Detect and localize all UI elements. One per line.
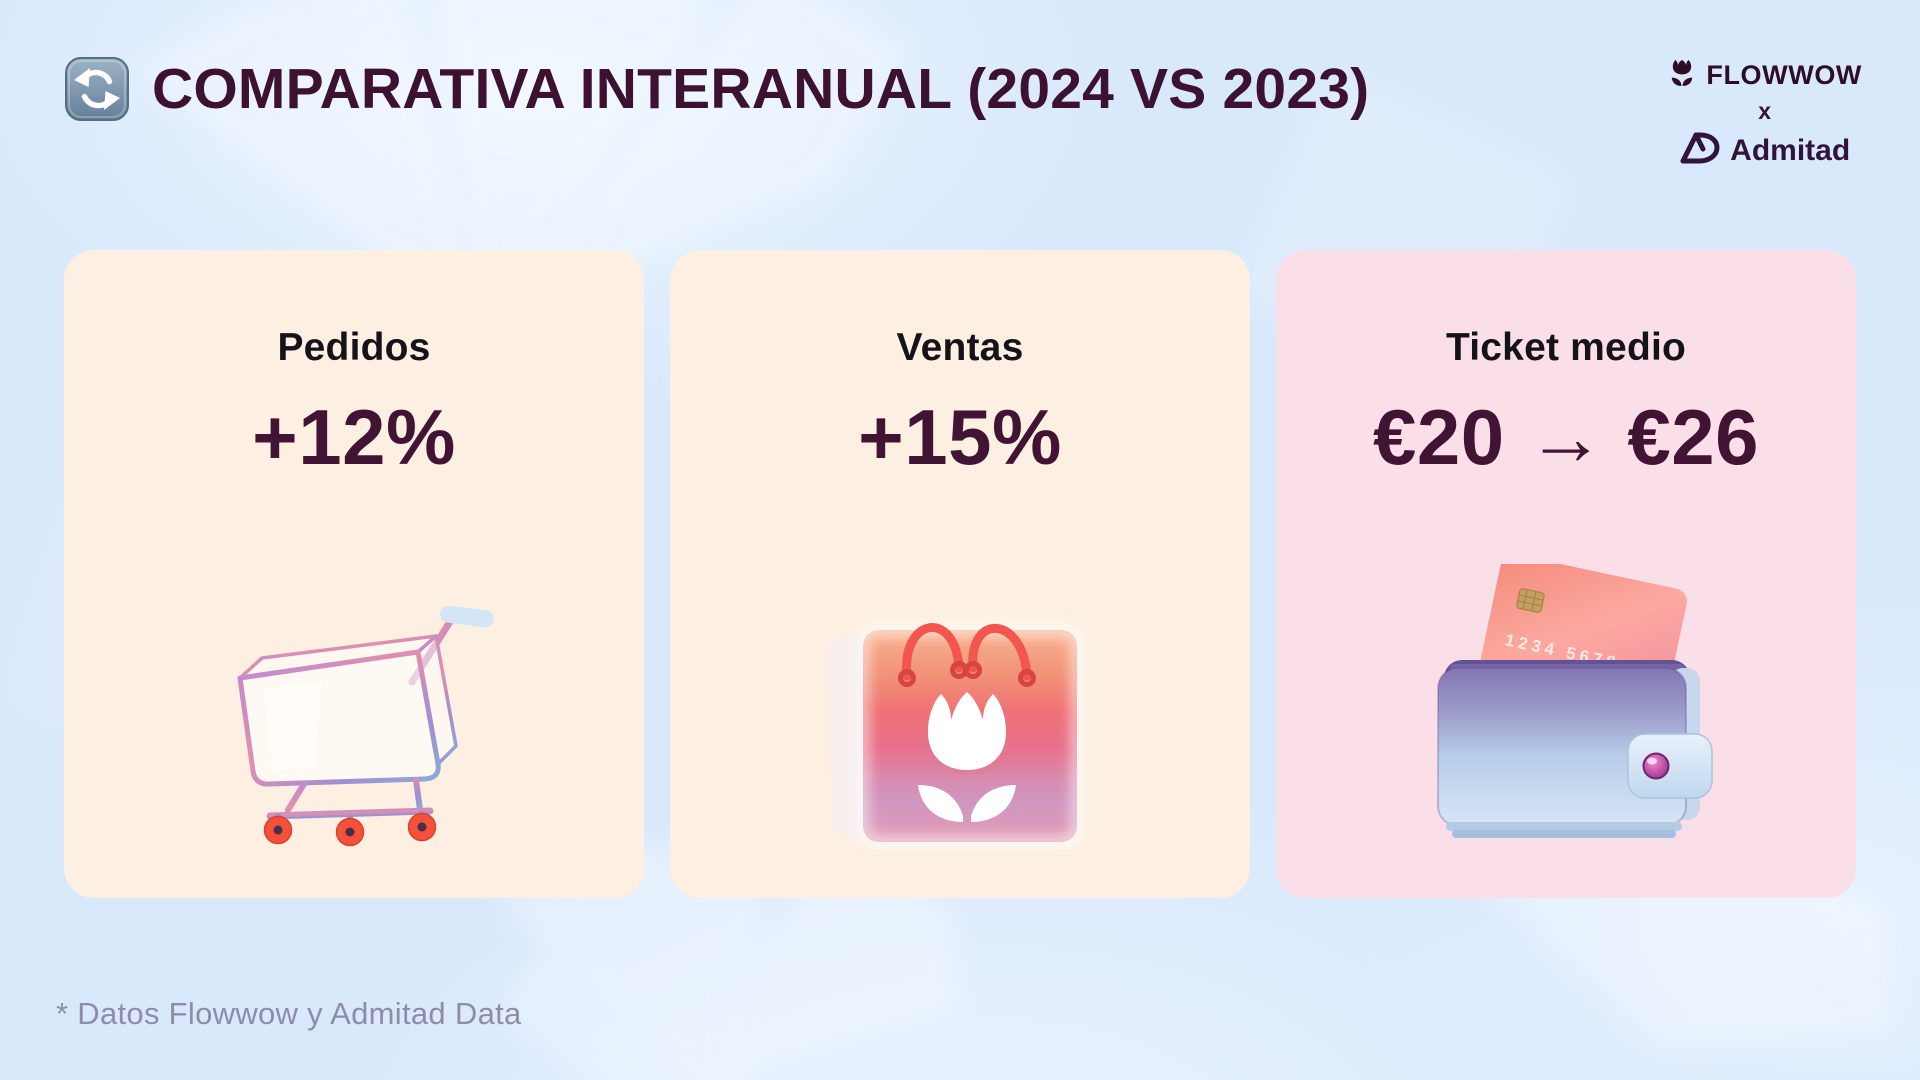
admitad-logo: Admitad [1679, 130, 1850, 171]
admitad-mark-icon [1679, 130, 1721, 171]
card-label: Ventas [896, 326, 1024, 369]
shopping-bag-3d-icon [815, 554, 1105, 850]
card-value: €20 → €26 [1372, 393, 1760, 481]
wallet-3d-icon: 1234 5678 9010 [1416, 564, 1716, 850]
card-label: Ticket medio [1445, 326, 1687, 369]
shopping-cart-3d-icon [204, 578, 504, 850]
flowwow-logo: FLOWWOW [1667, 58, 1862, 93]
card-label: Pedidos [277, 326, 431, 369]
card-ventas: Ventas +15% [670, 250, 1250, 898]
flowwow-logo-text: FLOWWOW [1706, 60, 1862, 90]
card-value: +15% [858, 393, 1062, 481]
card-pedidos: Pedidos +12% [64, 250, 644, 898]
flowwow-tulip-icon [1667, 58, 1697, 93]
page-title: COMPARATIVA INTERANUAL (2024 VS 2023) [152, 57, 1370, 121]
admitad-logo-text: Admitad [1730, 133, 1851, 167]
footnote: * Datos Flowwow y Admitad Data [56, 996, 522, 1031]
logo-separator: x [1758, 98, 1772, 124]
card-ticket-medio: Ticket medio €20 → €26 [1276, 250, 1856, 898]
title-wrap: COMPARATIVA INTERANUAL (2024 VS 2023) [64, 56, 1369, 122]
card-value: +12% [252, 393, 456, 481]
anticlockwise-arrows-icon [64, 56, 130, 122]
header: COMPARATIVA INTERANUAL (2024 VS 2023) FL… [64, 50, 1862, 171]
brand-logos: FLOWWOW x Admitad [1667, 50, 1862, 171]
stats-cards: Pedidos +12% [64, 250, 1856, 898]
